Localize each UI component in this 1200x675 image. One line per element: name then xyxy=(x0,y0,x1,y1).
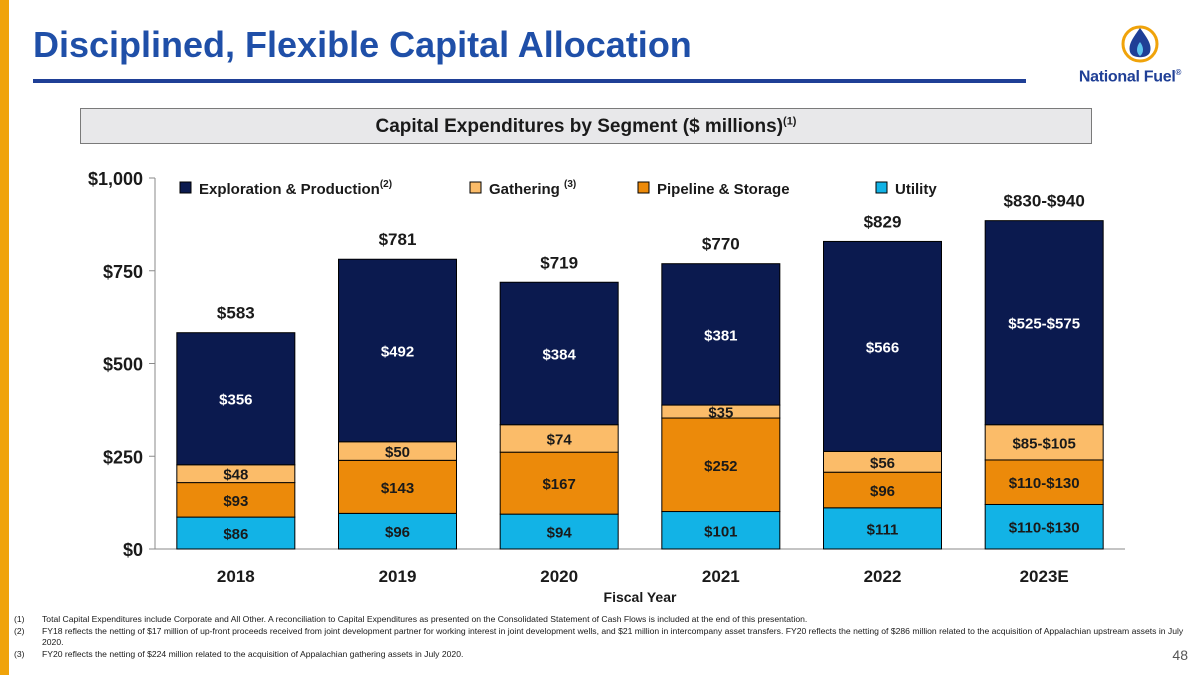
legend-swatch xyxy=(179,181,192,194)
bar-segment xyxy=(176,516,296,550)
bar-value-label: $50 xyxy=(385,444,410,461)
logo-text: National Fuel® xyxy=(1078,68,1182,86)
bar-segment xyxy=(499,424,619,453)
bar-segment xyxy=(176,332,296,466)
x-tick-label: 2018 xyxy=(217,567,255,586)
bar-segment xyxy=(984,424,1104,461)
bar-segment xyxy=(499,513,619,550)
bar-value-label: $101 xyxy=(704,523,737,540)
legend-entry: Utility xyxy=(895,181,937,198)
bar-segment xyxy=(661,263,781,406)
bar-value-label: $110-$130 xyxy=(1009,520,1080,537)
bar-value-label: $143 xyxy=(381,480,414,497)
bar-total-label: $830-$940 xyxy=(1004,192,1085,211)
bar-value-label: $56 xyxy=(870,455,895,472)
left-accent-bar xyxy=(0,0,9,675)
legend-swatch xyxy=(469,181,482,194)
title-underline xyxy=(33,79,1026,83)
bar-total-label: $719 xyxy=(540,253,578,272)
bar-segment xyxy=(338,258,457,443)
bar-value-label: $35 xyxy=(708,405,733,422)
bar-segment xyxy=(499,451,619,515)
bar-value-label: $381 xyxy=(704,327,737,344)
bar-value-label: $252 xyxy=(704,458,737,475)
bar-value-label: $74 xyxy=(547,431,573,448)
page-title: Disciplined, Flexible Capital Allocation xyxy=(33,24,692,65)
flame-icon xyxy=(1121,25,1159,63)
bar-value-label: $85-$105 xyxy=(1012,435,1075,452)
y-tick-label: $750 xyxy=(103,262,143,282)
legend-entry: Pipeline & Storage xyxy=(657,181,790,198)
national-fuel-logo: National Fuel® xyxy=(1070,22,1190,92)
x-tick-label: 2019 xyxy=(379,567,417,586)
bar-value-label: $167 xyxy=(542,476,575,493)
bar-value-label: $384 xyxy=(542,346,576,363)
y-tick-label: $0 xyxy=(123,540,143,560)
legend-entry: Exploration & Production(2) xyxy=(199,179,392,198)
bar-segment xyxy=(823,471,942,509)
x-tick-label: 2023E xyxy=(1020,567,1069,586)
chart-section-title: Capital Expenditures by Segment ($ milli… xyxy=(80,108,1092,144)
bar-segment xyxy=(661,417,781,513)
bar-value-label: $96 xyxy=(870,483,895,500)
bar-segment xyxy=(823,240,942,452)
footnote-1: (1) Total Capital Expenditures include Co… xyxy=(14,614,808,624)
footnote-3: (3) FY20 reflects the netting of $224 mil… xyxy=(14,648,464,659)
bar-segment xyxy=(984,503,1104,550)
bar-segment xyxy=(823,507,942,550)
legend-swatch xyxy=(875,181,888,194)
legend-swatch xyxy=(637,181,650,194)
page-number: 48 xyxy=(1172,647,1188,663)
bar-segment xyxy=(338,512,457,550)
bar-total-label: $829 xyxy=(864,212,902,231)
bar-segment xyxy=(338,459,457,514)
x-tick-label: 2020 xyxy=(540,567,578,586)
bar-segment xyxy=(499,281,619,426)
bar-value-label: $525-$575 xyxy=(1008,316,1080,333)
bar-value-label: $111 xyxy=(867,521,899,538)
bar-value-label: $96 xyxy=(385,524,410,541)
y-tick-label: $500 xyxy=(103,355,143,375)
bar-value-label: $492 xyxy=(381,344,414,361)
bar-value-label: $93 xyxy=(223,493,248,510)
bar-value-label: $94 xyxy=(547,525,573,542)
bar-total-label: $583 xyxy=(217,304,255,323)
legend-entry: Gathering (3) xyxy=(489,179,576,198)
bar-segment xyxy=(984,459,1104,505)
y-tick-label: $250 xyxy=(103,447,143,467)
bar-total-label: $781 xyxy=(379,230,417,249)
footnotes: (1) Total Capital Expenditures include Co… xyxy=(14,614,1184,660)
y-tick-label: $1,000 xyxy=(88,169,143,189)
bar-value-label: $356 xyxy=(219,392,252,409)
bar-segment xyxy=(661,511,781,550)
bar-value-label: $86 xyxy=(223,526,248,543)
x-axis-title: Fiscal Year xyxy=(604,589,677,605)
bar-total-label: $770 xyxy=(702,234,740,253)
bar-value-label: $48 xyxy=(223,467,248,484)
bar-value-label: $110-$130 xyxy=(1009,475,1080,492)
bar-segment xyxy=(984,220,1104,426)
footnote-2: (2) FY18 reflects the netting of $17 mill… xyxy=(14,625,1184,648)
bar-value-label: $566 xyxy=(866,339,899,356)
bar-segment xyxy=(176,482,296,518)
x-tick-label: 2021 xyxy=(702,567,740,586)
x-tick-label: 2022 xyxy=(864,567,902,586)
